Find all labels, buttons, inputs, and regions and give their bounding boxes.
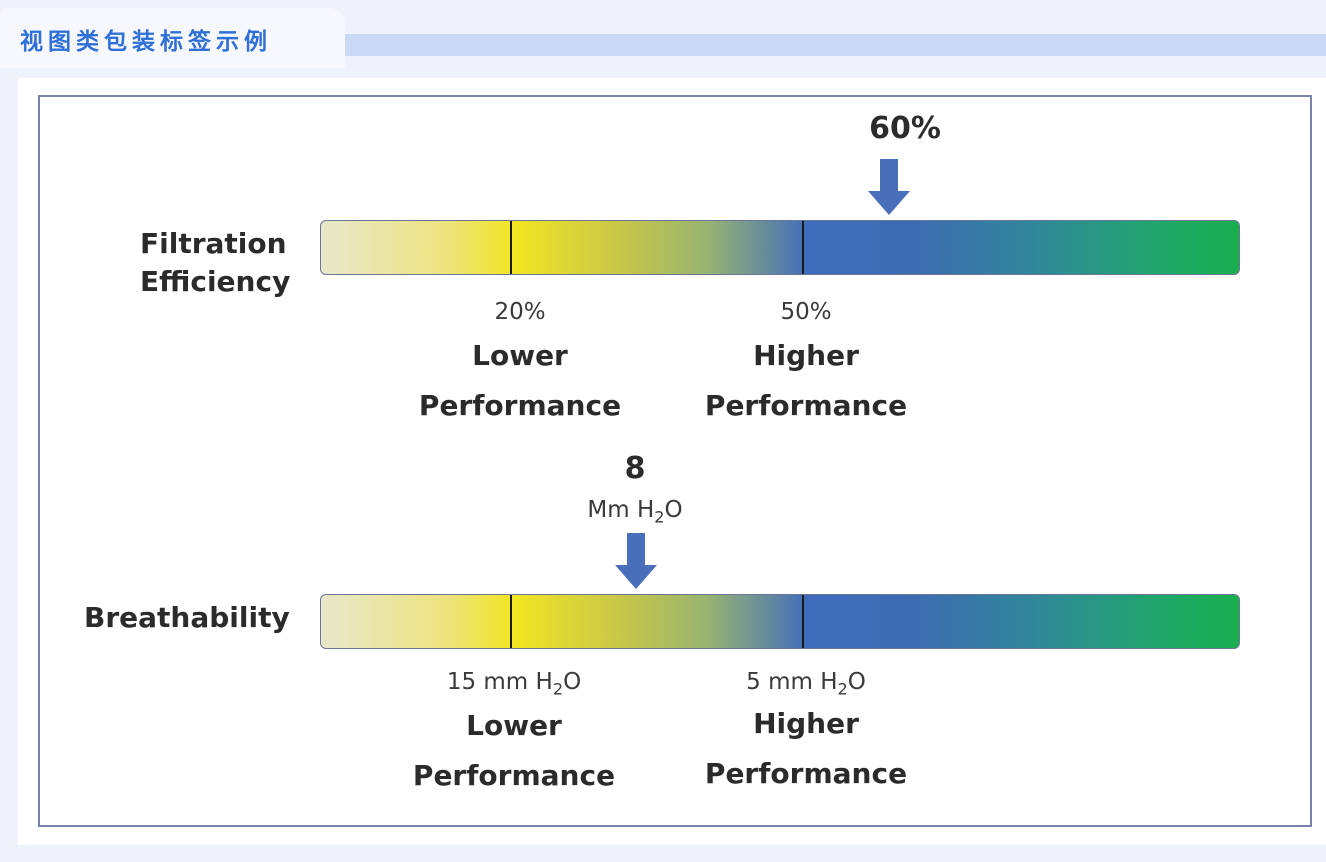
- diagram-frame: Filtration Efficiency 60% 20% Lower Perf…: [38, 95, 1312, 827]
- breathability-perf-low-line2: Performance: [412, 759, 616, 792]
- breathability-divider-low: [510, 595, 512, 648]
- breathability-tick-high-sub: 2: [837, 679, 848, 699]
- filtration-label-line1: Filtration: [140, 227, 287, 260]
- filtration-label: Filtration Efficiency: [140, 225, 290, 301]
- filtration-perf-high: Higher Performance: [676, 331, 936, 431]
- breathability-unit-post: O: [664, 497, 683, 523]
- filtration-divider-high: [802, 221, 804, 274]
- breathability-label: Breathability: [84, 599, 290, 637]
- breathability-perf-high-line1: Higher: [753, 707, 859, 740]
- header-tab: [0, 8, 345, 68]
- breathability-tick-high-after: O: [847, 669, 866, 695]
- breathability-value-unit: Mm H2O: [560, 497, 710, 527]
- filtration-perf-high-line1: Higher: [753, 339, 859, 372]
- header-band: [300, 34, 1326, 56]
- down-arrow-icon: [868, 159, 910, 217]
- down-arrow-icon: [615, 533, 657, 591]
- breathability-perf-low: Lower Performance: [384, 701, 644, 801]
- breathability-tick-low-after: O: [563, 669, 582, 695]
- filtration-perf-low-line1: Lower: [472, 339, 568, 372]
- filtration-perf-high-line2: Performance: [704, 389, 908, 422]
- breathability-tick-high: 5 mm H2O: [696, 669, 916, 699]
- filtration-tick-high-text: 50%: [780, 299, 832, 325]
- breathability-unit-pre: Mm H: [587, 497, 655, 523]
- breathability-divider-high: [802, 595, 804, 648]
- breathability-perf-high: Higher Performance: [676, 699, 936, 799]
- breathability-gauge-bar: [320, 594, 1240, 649]
- breathability-label-line1: Breathability: [84, 601, 290, 634]
- breathability-perf-low-line1: Lower: [466, 709, 562, 742]
- filtration-gauge-bar: [320, 220, 1240, 275]
- breathability-tick-low: 15 mm H2O: [404, 669, 624, 699]
- header-title: 视图类包装标签示例: [20, 29, 272, 55]
- breathability-unit-sub: 2: [654, 507, 665, 527]
- filtration-value: 60%: [869, 111, 941, 146]
- breathability-tick-high-text: 5 mm H: [746, 669, 838, 695]
- filtration-perf-low-line2: Performance: [418, 389, 622, 422]
- filtration-tick-low-text: 20%: [494, 299, 546, 325]
- filtration-tick-high: 50%: [696, 299, 916, 325]
- filtration-tick-low: 20%: [410, 299, 630, 325]
- breathability-value: 8: [624, 451, 646, 486]
- filtration-perf-low: Lower Performance: [390, 331, 650, 431]
- breathability-perf-high-line2: Performance: [704, 757, 908, 790]
- breathability-tick-low-text: 15 mm H: [446, 669, 553, 695]
- filtration-label-line2: Efficiency: [140, 265, 291, 298]
- filtration-divider-low: [510, 221, 512, 274]
- breathability-tick-low-sub: 2: [552, 679, 564, 699]
